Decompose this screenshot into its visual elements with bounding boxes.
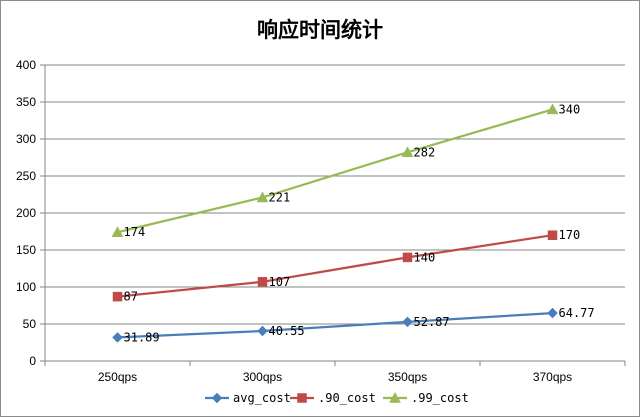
y-tick-label: 400: [16, 58, 36, 72]
x-tick-label: 370qps: [533, 370, 572, 384]
data-label: 52.87: [414, 315, 450, 329]
x-tick-label: 250qps: [98, 370, 137, 384]
data-label: 282: [414, 145, 436, 159]
axes: 0 50 100 150 200 250 300 350 400 250qps 300qps 350q…: [16, 58, 626, 384]
series-line-90_cost: [117, 234, 553, 298]
data-point-square: [297, 393, 307, 403]
data-point-diamond: [112, 332, 123, 343]
y-tick-label: 200: [16, 206, 36, 220]
data-point-triangle: [256, 191, 269, 203]
data-point-diamond: [257, 325, 268, 337]
data-labels: 31.89 40.55 52.87 64.77 87 107 140 170 174 221 282…: [124, 102, 595, 344]
data-label: 31.89: [124, 330, 160, 344]
data-label: 340: [559, 102, 581, 116]
data-point-triangle: [389, 391, 401, 403]
data-point-diamond: [547, 307, 558, 319]
data-point-square: [402, 252, 413, 263]
data-label: 64.77: [559, 306, 595, 320]
data-label: 170: [559, 228, 581, 242]
data-point-triangle: [111, 226, 124, 237]
x-tick-label: 300qps: [243, 370, 282, 384]
legend-label: .99_cost: [411, 391, 469, 405]
legend-label: .90_cost: [318, 391, 376, 405]
data-point-square: [547, 230, 558, 240]
data-label: 174: [124, 225, 146, 239]
y-tick-label: 350: [16, 95, 36, 109]
x-tick-label: 350qps: [388, 370, 427, 384]
data-point-diamond: [402, 316, 413, 328]
series-line-avg_cost: [117, 311, 553, 339]
y-tick-label: 300: [16, 132, 36, 146]
series-lines: [111, 103, 559, 343]
gridlines: [45, 64, 625, 362]
y-tick-label: 100: [16, 280, 36, 294]
legend: avg_cost .90_cost .99_cost: [205, 391, 469, 405]
data-point-triangle: [401, 146, 414, 158]
data-label: 40.55: [269, 324, 305, 338]
data-label: 87: [124, 290, 138, 304]
data-label: 107: [269, 275, 291, 289]
data-label: 140: [414, 250, 436, 264]
y-tick-label: 50: [23, 317, 37, 331]
chart-title: 响应时间统计: [257, 18, 383, 42]
data-point-triangle: [546, 103, 559, 115]
data-point-square: [257, 277, 268, 287]
y-tick-label: 150: [16, 243, 36, 257]
data-label: 221: [269, 190, 291, 204]
legend-label: avg_cost: [233, 391, 291, 405]
data-point-diamond: [211, 392, 223, 404]
y-tick-label: 250: [16, 169, 36, 183]
data-point-square: [112, 291, 123, 302]
y-tick-label: 0: [29, 354, 36, 368]
series-line-99_cost: [117, 108, 553, 234]
